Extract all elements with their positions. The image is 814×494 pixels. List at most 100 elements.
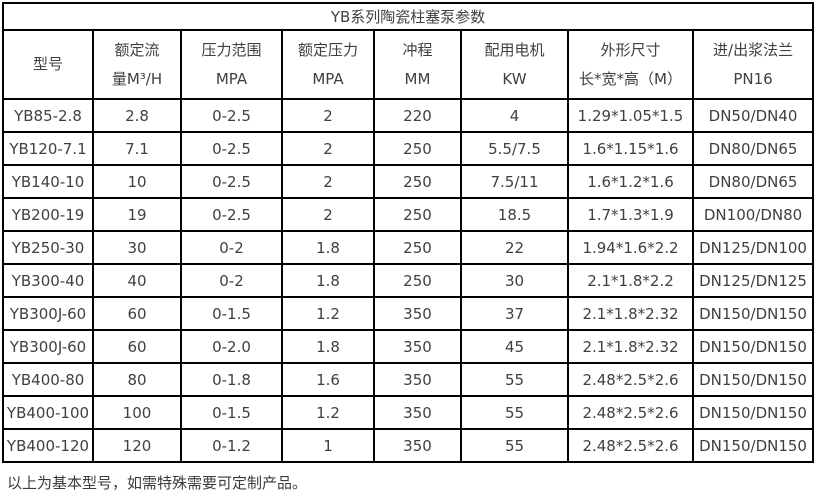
table-cell: 350	[373, 395, 462, 430]
column-header: 冲程 MM	[373, 29, 462, 100]
table-cell: 0-2.0	[180, 329, 283, 364]
table-cell: 55	[460, 428, 569, 463]
table-cell: 350	[373, 428, 462, 463]
table-cell: DN50/DN40	[691, 98, 814, 133]
table-cell: 60	[92, 296, 182, 331]
table-cell: 30	[460, 263, 569, 298]
table-cell: 0-1.8	[180, 362, 283, 397]
table-cell: 40	[92, 263, 182, 298]
table-cell: 1.6	[281, 362, 375, 397]
table-row: YB300J-60 60 0-2.0 1.8 350 45 2.1*1.8*2.32 DN15…	[2, 329, 814, 364]
table-cell: 0-1.5	[180, 395, 283, 430]
column-header: 额定压力 MPA	[281, 29, 375, 100]
table-cell: DN150/DN150	[691, 428, 814, 463]
pump-spec-table: YB系列陶瓷柱塞泵参数 型号 额定流 量M³/H 压力范围 MPA 额定压力 MPA 冲程 MM…	[1, 2, 814, 463]
table-cell: YB300-40	[2, 263, 94, 298]
table-cell: YB400-100	[2, 395, 94, 430]
column-header-row: 型号 额定流 量M³/H 压力范围 MPA 额定压力 MPA 冲程 MM 配用电机 KW 外形尺寸 长*…	[2, 29, 814, 100]
table-cell: 19	[92, 197, 182, 232]
table-cell: DN125/DN100	[691, 230, 814, 265]
table-cell: 0-2	[180, 263, 283, 298]
table-cell: 0-2.5	[180, 131, 283, 166]
table-cell: 1	[281, 428, 375, 463]
table-cell: DN150/DN150	[691, 329, 814, 364]
table-cell: 0-2	[180, 230, 283, 265]
table-cell: YB140-10	[2, 164, 94, 199]
table-cell: 2	[281, 164, 375, 199]
table-cell: 0-1.5	[180, 296, 283, 331]
table-cell: DN100/DN80	[691, 197, 814, 232]
table-cell: YB300J-60	[2, 329, 94, 364]
table-cell: 0-1.2	[180, 428, 283, 463]
table-cell: 80	[92, 362, 182, 397]
table-row: YB400-120 120 0-1.2 1 350 55 2.48*2.5*2.6 DN150…	[2, 428, 814, 463]
table-cell: 2.48*2.5*2.6	[567, 362, 694, 397]
table-cell: DN150/DN150	[691, 362, 814, 397]
table-cell: 1.7*1.3*1.9	[567, 197, 694, 232]
table-title: YB系列陶瓷柱塞泵参数	[1, 2, 814, 31]
table-cell: 220	[373, 98, 462, 133]
table-cell: 37	[460, 296, 569, 331]
table-cell: 1.8	[281, 230, 375, 265]
table-cell: 120	[92, 428, 182, 463]
table-cell: YB250-30	[2, 230, 94, 265]
table-cell: DN80/DN65	[691, 164, 814, 199]
table-row: YB400-100 100 0-1.5 1.2 350 55 2.48*2.5*2.6 DN1…	[2, 395, 814, 430]
table-cell: 10	[92, 164, 182, 199]
table-cell: 2.8	[92, 98, 182, 133]
table-cell: 60	[92, 329, 182, 364]
table-cell: YB200-19	[2, 197, 94, 232]
table-body: YB85-2.8 2.8 0-2.5 2 220 4 1.29*1.05*1.5 DN50/D…	[2, 98, 814, 463]
table-cell: DN80/DN65	[691, 131, 814, 166]
table-cell: YB85-2.8	[2, 98, 94, 133]
table-cell: 2	[281, 98, 375, 133]
table-cell: 2.1*1.8*2.32	[567, 329, 694, 364]
table-cell: 2	[281, 197, 375, 232]
table-row: YB120-7.1 7.1 0-2.5 2 250 5.5/7.5 1.6*1.15*1.6…	[2, 131, 814, 166]
table-cell: 250	[373, 131, 462, 166]
table-row: YB300-40 40 0-2 1.8 250 30 2.1*1.8*2.2 DN125/DN…	[2, 263, 814, 298]
table-cell: YB400-80	[2, 362, 94, 397]
table-cell: 250	[373, 197, 462, 232]
column-header: 配用电机 KW	[460, 29, 569, 100]
table-cell: 2.1*1.8*2.32	[567, 296, 694, 331]
table-cell: DN150/DN150	[691, 395, 814, 430]
table-cell: 0-2.5	[180, 197, 283, 232]
table-cell: 2.48*2.5*2.6	[567, 428, 694, 463]
table-cell: 7.1	[92, 131, 182, 166]
table-cell: DN150/DN150	[691, 296, 814, 331]
table-cell: 1.2	[281, 296, 375, 331]
table-row: YB250-30 30 0-2 1.8 250 22 1.94*1.6*2.2 DN125/D…	[2, 230, 814, 265]
table-cell: 350	[373, 329, 462, 364]
table-cell: 45	[460, 329, 569, 364]
table-cell: 250	[373, 230, 462, 265]
table-cell: 1.6*1.15*1.6	[567, 131, 694, 166]
table-cell: 0-2.5	[180, 164, 283, 199]
table-row: YB140-10 10 0-2.5 2 250 7.5/11 1.6*1.2*1.6 DN80…	[2, 164, 814, 199]
table-row: YB400-80 80 0-1.8 1.6 350 55 2.48*2.5*2.6 DN150…	[2, 362, 814, 397]
table-cell: YB120-7.1	[2, 131, 94, 166]
table-cell: 4	[460, 98, 569, 133]
table-cell: 2	[281, 131, 375, 166]
table-cell: 7.5/11	[460, 164, 569, 199]
title-row: YB系列陶瓷柱塞泵参数	[1, 2, 814, 31]
table-cell: 22	[460, 230, 569, 265]
table-cell: 0-2.5	[180, 98, 283, 133]
table-cell: 1.29*1.05*1.5	[567, 98, 694, 133]
table-cell: DN125/DN125	[691, 263, 814, 298]
column-header: 外形尺寸 长*宽*高（M）	[567, 29, 694, 100]
table-cell: 1.2	[281, 395, 375, 430]
table-cell: 350	[373, 296, 462, 331]
table-cell: 30	[92, 230, 182, 265]
table-cell: 2.48*2.5*2.6	[567, 395, 694, 430]
table-cell: 18.5	[460, 197, 569, 232]
table-cell: 250	[373, 263, 462, 298]
table-cell: 55	[460, 395, 569, 430]
table-cell: 250	[373, 164, 462, 199]
column-header: 压力范围 MPA	[180, 29, 283, 100]
table-cell: 350	[373, 362, 462, 397]
table-cell: YB300J-60	[2, 296, 94, 331]
table-row: YB300J-60 60 0-1.5 1.2 350 37 2.1*1.8*2.32 DN15…	[2, 296, 814, 331]
column-header: 进/出浆法兰 PN16	[691, 29, 814, 100]
table-cell: 55	[460, 362, 569, 397]
